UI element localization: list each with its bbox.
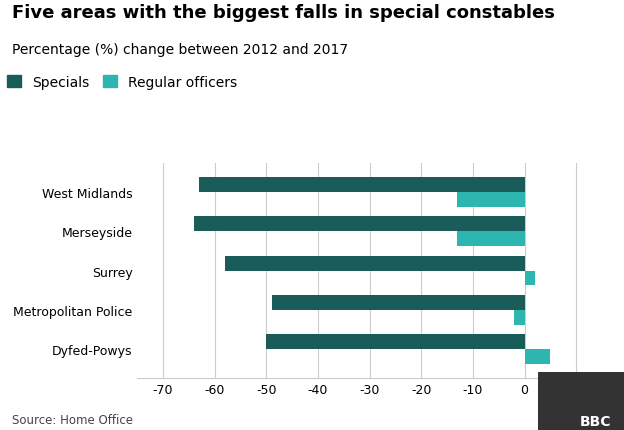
- Bar: [457, 193, 525, 208]
- Text: BBC: BBC: [580, 414, 612, 428]
- Text: Five areas with the biggest falls in special constables: Five areas with the biggest falls in spe…: [12, 4, 555, 22]
- Bar: [525, 271, 535, 286]
- Bar: [271, 295, 525, 310]
- Bar: [525, 349, 550, 364]
- Bar: [514, 310, 525, 325]
- Bar: [194, 217, 525, 232]
- Text: Percentage (%) change between 2012 and 2017: Percentage (%) change between 2012 and 2…: [12, 43, 349, 57]
- Bar: [199, 178, 525, 193]
- Bar: [225, 256, 525, 271]
- Legend: Specials, Regular officers: Specials, Regular officers: [7, 76, 238, 90]
- Bar: [457, 232, 525, 247]
- Bar: [266, 334, 525, 349]
- Text: Source: Home Office: Source: Home Office: [12, 413, 134, 426]
